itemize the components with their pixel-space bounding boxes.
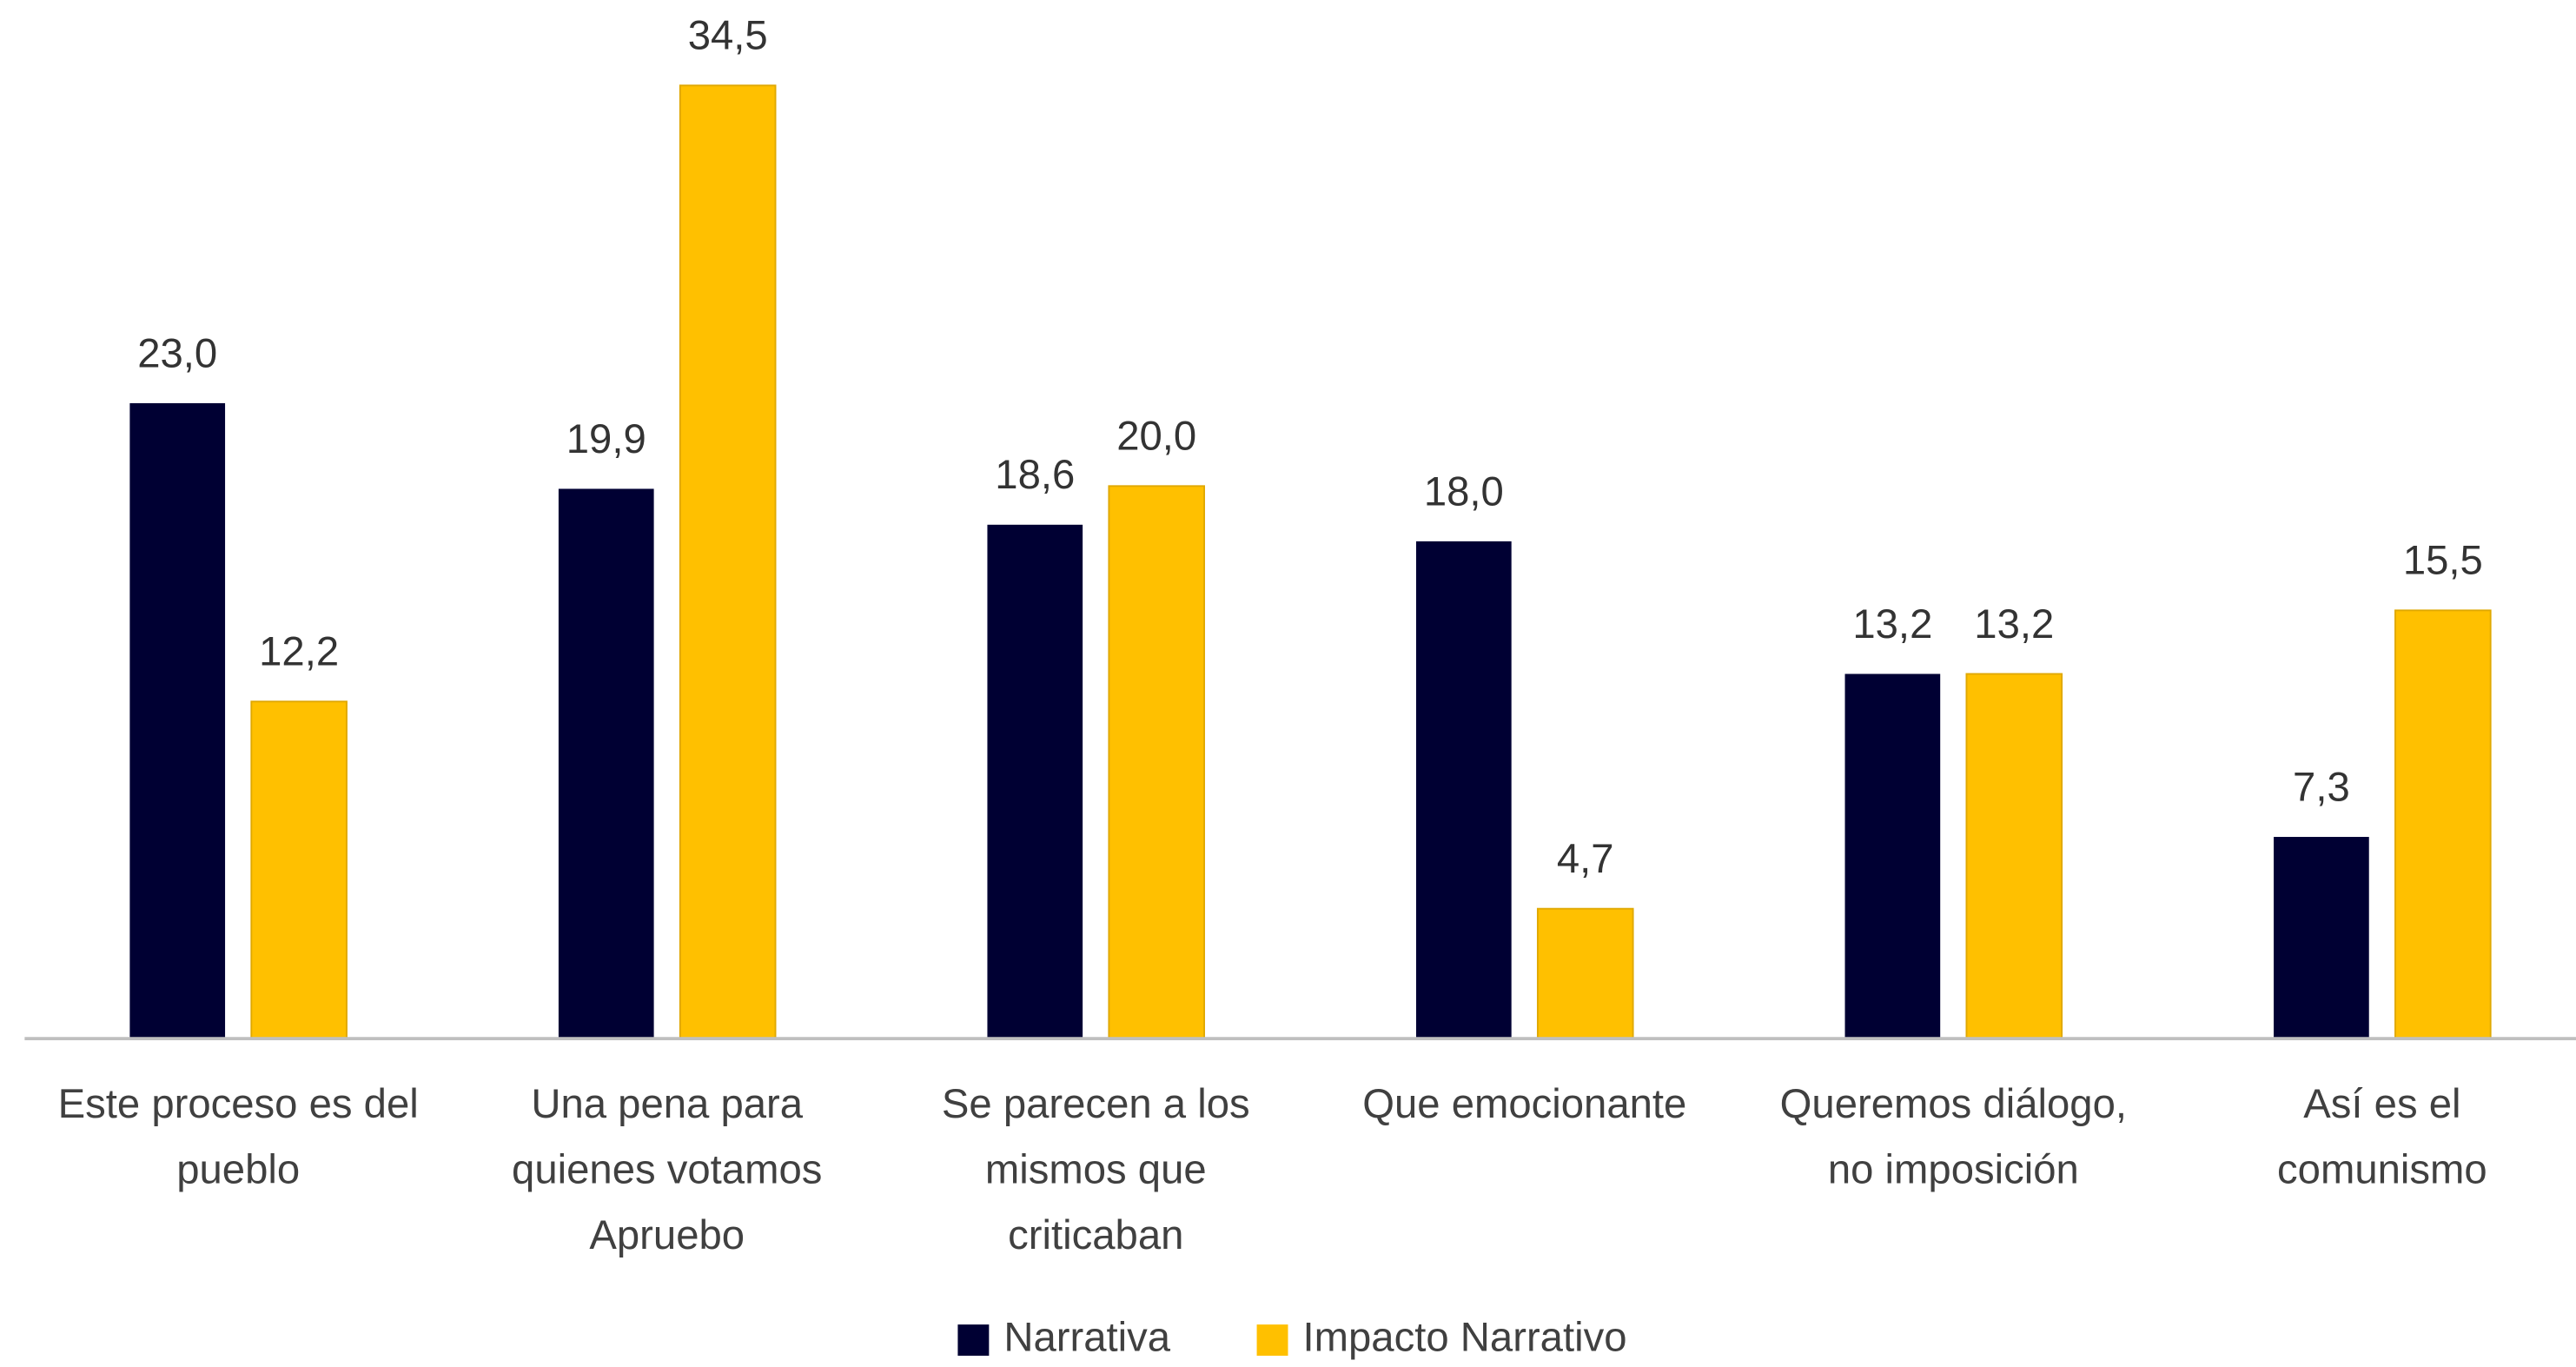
bar xyxy=(679,84,777,1040)
legend-label: Impacto Narrativo xyxy=(1303,1314,1627,1360)
x-tick-label-line: quienes votamos xyxy=(512,1146,822,1192)
bar xyxy=(2274,837,2369,1039)
value-label: 13,2 xyxy=(1852,601,1932,647)
x-tick-label-line: Este proceso es del xyxy=(58,1081,419,1127)
bar xyxy=(2394,609,2492,1040)
x-tick-label-line: no imposición xyxy=(1828,1146,2079,1192)
x-tick-label-line: Una pena para xyxy=(531,1081,803,1127)
legend-label: Narrativa xyxy=(1003,1314,1170,1360)
x-tick-label-line: criticaban xyxy=(1008,1212,1183,1258)
x-tick-label: Que emocionante xyxy=(1362,1081,1686,1127)
x-tick-label-line: pueblo xyxy=(176,1146,300,1192)
value-label: 34,5 xyxy=(688,13,768,59)
bar xyxy=(250,700,348,1040)
legend-swatch xyxy=(1256,1324,1288,1357)
x-tick-label-line: Así es el xyxy=(2303,1081,2460,1127)
x-tick-label: Se parecen a los mismos que criticaban xyxy=(942,1081,1250,1258)
value-label: 4,7 xyxy=(1557,836,1614,882)
legend-swatch xyxy=(957,1324,990,1357)
value-label: 18,6 xyxy=(995,452,1075,498)
x-tick-label: Queremos diálogo, no imposición xyxy=(1780,1081,2127,1193)
value-label: 13,2 xyxy=(1974,601,2054,647)
value-label: 20,0 xyxy=(1116,414,1196,460)
x-tick-label: Una pena para quienes votamos Apruebo xyxy=(512,1081,822,1258)
x-tick-label-line: Que emocionante xyxy=(1362,1081,1686,1127)
x-tick-label: Así es el comunismo xyxy=(2277,1081,2487,1193)
bar xyxy=(129,402,226,1039)
x-tick-label-line: Queremos diálogo, xyxy=(1780,1081,2127,1127)
bar xyxy=(987,524,1083,1039)
x-tick-label-line: Se parecen a los xyxy=(942,1081,1250,1127)
value-label: 23,0 xyxy=(137,330,217,376)
bar xyxy=(1108,485,1206,1040)
x-tick-label-line: comunismo xyxy=(2277,1146,2487,1192)
value-label: 7,3 xyxy=(2293,764,2350,810)
bar xyxy=(1536,907,1634,1040)
bar xyxy=(1844,674,1941,1039)
value-label: 18,0 xyxy=(1424,468,1504,514)
bar xyxy=(1965,673,2063,1040)
value-label: 19,9 xyxy=(566,416,646,462)
x-tick-label: Este proceso es del pueblo xyxy=(58,1081,419,1193)
x-tick-label-line: Apruebo xyxy=(589,1212,745,1258)
value-label: 12,2 xyxy=(259,629,339,675)
bar xyxy=(558,488,654,1039)
value-label: 15,5 xyxy=(2403,538,2483,584)
bar xyxy=(1415,541,1512,1039)
x-tick-label-line: mismos que xyxy=(985,1146,1207,1192)
